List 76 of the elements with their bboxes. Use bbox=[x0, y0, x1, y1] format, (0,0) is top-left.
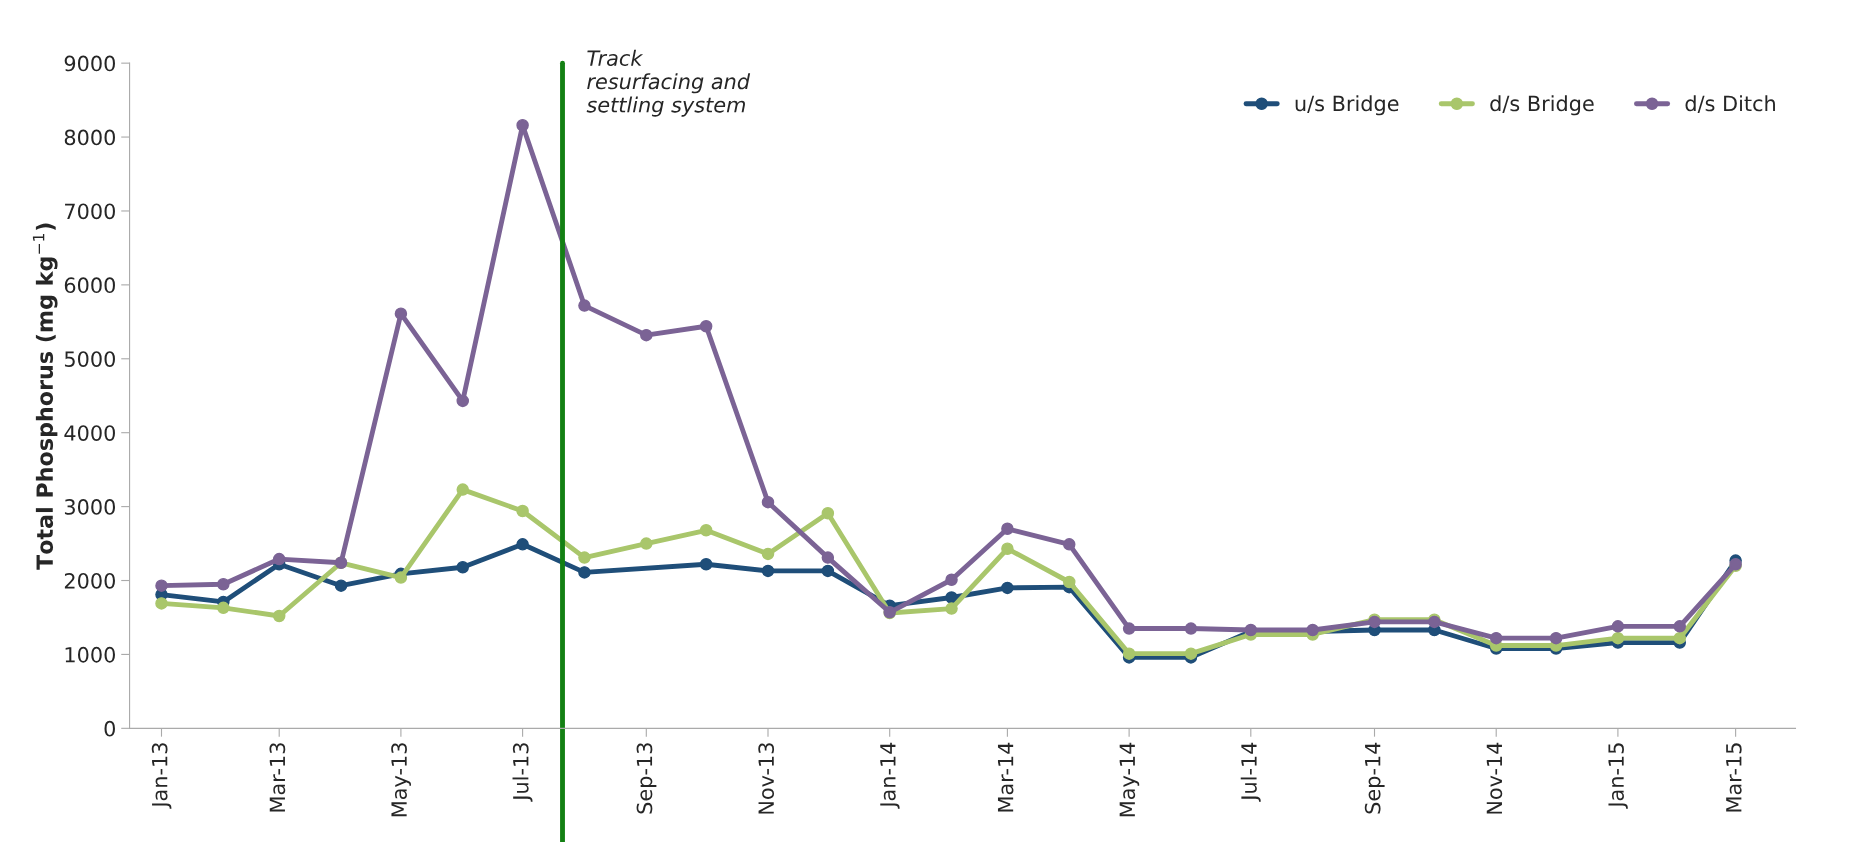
y-tick-label: 4000 bbox=[64, 425, 115, 441]
y-tick-label: 0 bbox=[104, 720, 115, 737]
point bbox=[1001, 542, 1014, 555]
point bbox=[1122, 647, 1136, 660]
x-tick-label: Nov-14 bbox=[1486, 742, 1503, 814]
legend-label: d/s Bridge bbox=[1490, 95, 1594, 116]
point bbox=[1063, 538, 1076, 551]
x-tick-label: Jan-14 bbox=[880, 742, 900, 809]
legend-label: d/s Ditch bbox=[1685, 95, 1775, 113]
x-tick-label: Nov-13 bbox=[758, 743, 775, 814]
point bbox=[217, 601, 230, 615]
legend-label: u/s Bridge bbox=[1295, 95, 1399, 116]
point bbox=[272, 609, 286, 623]
point bbox=[456, 394, 470, 408]
point bbox=[155, 579, 168, 592]
point bbox=[821, 551, 835, 564]
point bbox=[334, 579, 348, 592]
x-tick-label: Sep-13 bbox=[636, 743, 657, 814]
point bbox=[272, 552, 286, 566]
x-tick-label: May-14 bbox=[1119, 742, 1140, 817]
x-tick-label: Jul-13 bbox=[512, 743, 533, 802]
y-tick-label: 6000 bbox=[64, 277, 115, 294]
point bbox=[1673, 620, 1687, 633]
point bbox=[217, 577, 230, 591]
y-tick-label: 2000 bbox=[64, 572, 115, 589]
point bbox=[640, 328, 653, 342]
point bbox=[945, 591, 958, 604]
x-tick-label: Sep-14 bbox=[1364, 742, 1385, 814]
point bbox=[456, 483, 470, 496]
y-tick-label: 9000 bbox=[64, 55, 115, 72]
point bbox=[1673, 631, 1687, 645]
point bbox=[1611, 631, 1625, 645]
point bbox=[1549, 631, 1563, 645]
point bbox=[1001, 581, 1014, 595]
x-tick-label: Mar-14 bbox=[997, 742, 1014, 812]
point bbox=[1184, 622, 1198, 635]
ref-line-label: Track resurfacing and settling system bbox=[586, 49, 751, 117]
x-tick-label: Jan-15 bbox=[1608, 743, 1628, 809]
point bbox=[516, 538, 529, 551]
point bbox=[155, 597, 168, 610]
point bbox=[578, 299, 591, 312]
y-tick-label: 7000 bbox=[65, 203, 115, 220]
point bbox=[1489, 631, 1503, 645]
point bbox=[761, 547, 775, 561]
point bbox=[1184, 647, 1198, 660]
point bbox=[1611, 620, 1625, 633]
x-tick-label: Mar-13 bbox=[269, 743, 286, 812]
point bbox=[699, 320, 713, 333]
y-axis-title: Total Phosphorus (mg kg$^{−1}$) bbox=[32, 223, 58, 570]
point bbox=[699, 524, 713, 537]
y-tick-label: 1000 bbox=[65, 646, 115, 663]
point bbox=[640, 537, 653, 550]
x-tick-label: Jan-13 bbox=[151, 743, 172, 809]
x-tick-label: May-13 bbox=[391, 743, 411, 817]
x-tick-label: Mar-15 bbox=[1726, 743, 1742, 812]
point bbox=[1122, 622, 1136, 635]
point bbox=[394, 307, 408, 320]
point bbox=[945, 602, 958, 615]
y-tick-label: 5000 bbox=[64, 351, 115, 367]
point bbox=[578, 551, 591, 564]
point bbox=[516, 118, 529, 132]
point bbox=[821, 564, 835, 578]
point bbox=[516, 504, 529, 518]
point bbox=[761, 564, 775, 578]
point bbox=[761, 495, 775, 509]
point bbox=[1063, 575, 1076, 589]
x-tick-label: Jul-14 bbox=[1240, 742, 1261, 802]
y-tick-label: 3000 bbox=[64, 499, 115, 515]
point bbox=[945, 573, 958, 587]
point bbox=[456, 560, 470, 574]
point bbox=[578, 566, 591, 579]
y-tick-label: 8000 bbox=[64, 129, 115, 146]
point bbox=[394, 571, 408, 584]
point bbox=[1001, 522, 1014, 536]
point bbox=[821, 507, 835, 520]
point bbox=[699, 558, 713, 571]
